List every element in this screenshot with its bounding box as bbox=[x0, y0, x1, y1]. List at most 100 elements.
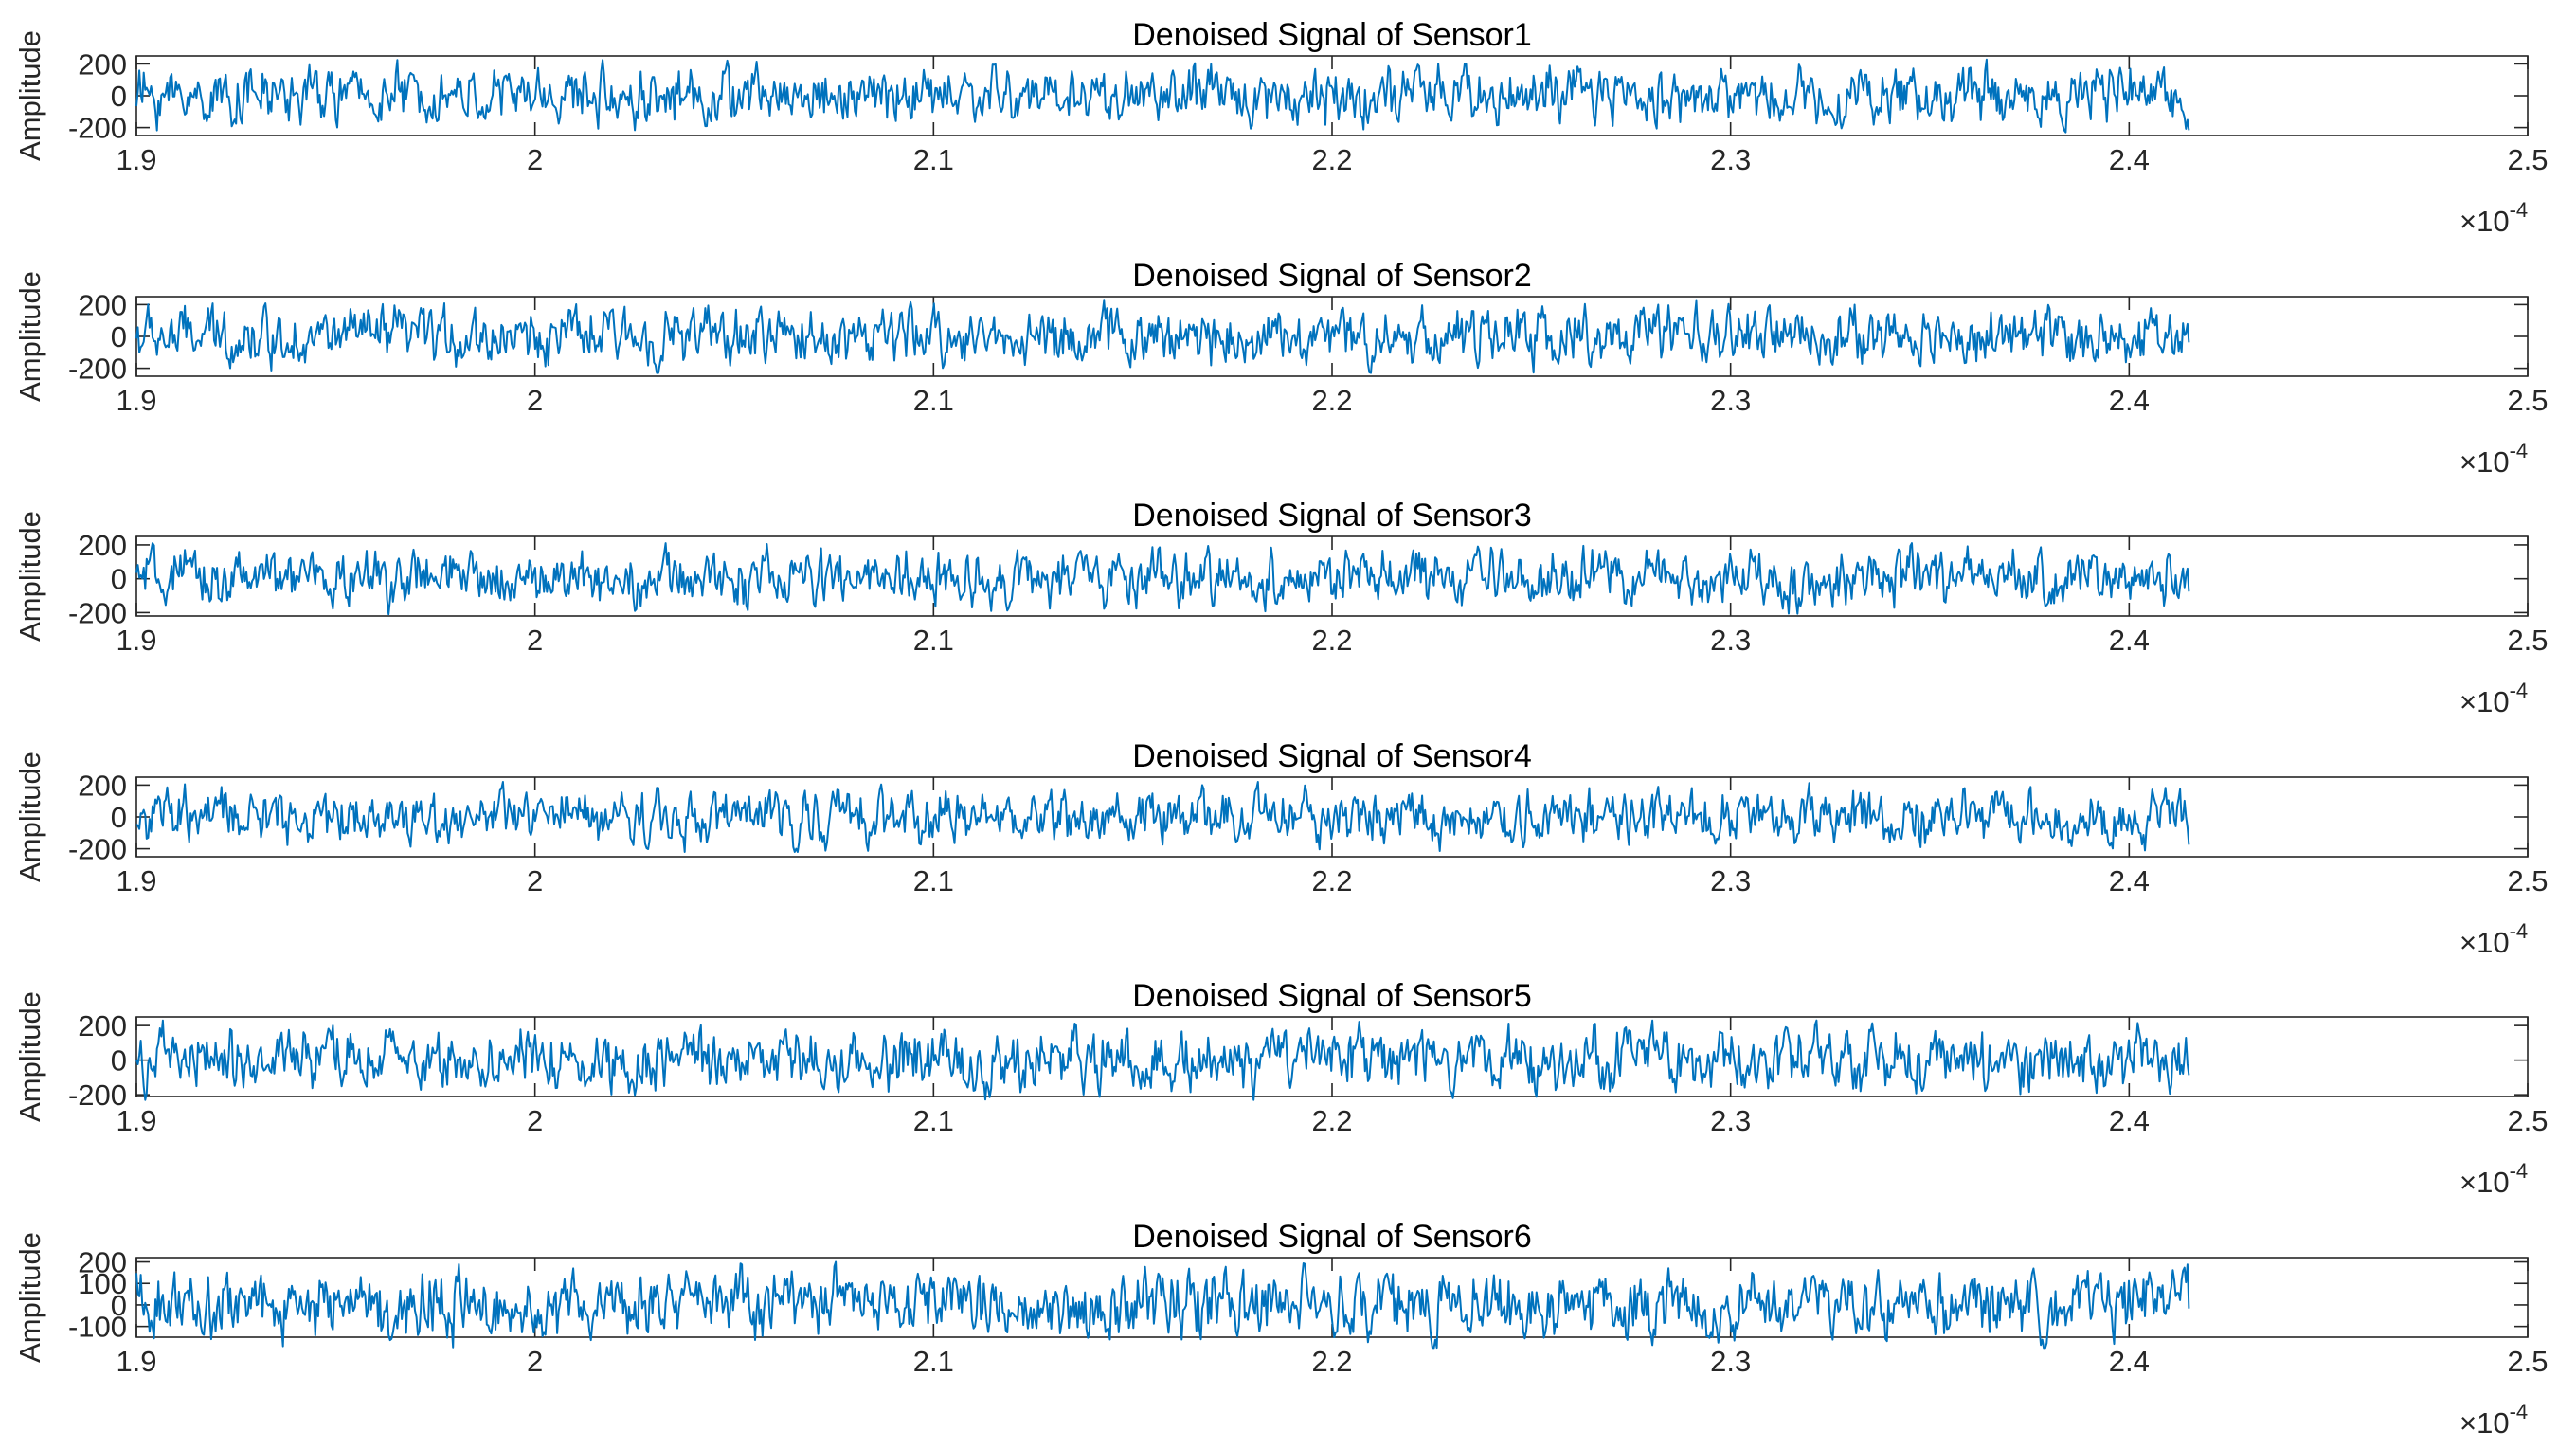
y-tick-label: 0 bbox=[111, 320, 127, 353]
y-tick-label: 200 bbox=[78, 1009, 127, 1042]
x-axis-multiplier: ×10-4 bbox=[2459, 919, 2528, 959]
signal-line-sensor2 bbox=[135, 299, 2190, 374]
x-tick-label: 2.2 bbox=[1311, 624, 1352, 657]
x-tick-label: 2 bbox=[527, 143, 543, 176]
subplot-title: Denoised Signal of Sensor2 bbox=[1132, 258, 1532, 294]
y-axis-label: Amplitude bbox=[13, 30, 46, 161]
x-tick-label: 2 bbox=[527, 864, 543, 897]
x-tick-label: 2.5 bbox=[2507, 143, 2548, 176]
y-tick-label: -200 bbox=[68, 112, 127, 145]
y-axis-label: Amplitude bbox=[13, 271, 46, 402]
signal-line-sensor4 bbox=[135, 781, 2190, 853]
subplot-title: Denoised Signal of Sensor6 bbox=[1132, 1219, 1532, 1255]
x-tick-label: 2.1 bbox=[913, 1345, 954, 1378]
multiplier-base: ×10 bbox=[2459, 685, 2510, 718]
multiplier-exponent: -4 bbox=[2510, 919, 2529, 943]
x-tick-label: 2.3 bbox=[1710, 1345, 1751, 1378]
y-tick-label: 0 bbox=[111, 1289, 127, 1322]
y-tick-label: -100 bbox=[68, 1311, 127, 1344]
multiplier-exponent: -4 bbox=[2510, 1159, 2529, 1183]
x-tick-label: 2.4 bbox=[2109, 864, 2150, 897]
multiplier-base: ×10 bbox=[2459, 1406, 2510, 1440]
y-tick-label: 0 bbox=[111, 1044, 127, 1078]
x-tick-label: 1.9 bbox=[116, 1345, 156, 1378]
signal-line-sensor3 bbox=[135, 542, 2190, 616]
subplot-title: Denoised Signal of Sensor5 bbox=[1132, 978, 1532, 1014]
multiplier-base: ×10 bbox=[2459, 205, 2510, 238]
x-tick-label: 2.4 bbox=[2109, 143, 2150, 176]
x-tick-label: 1.9 bbox=[116, 143, 156, 176]
x-tick-label: 2.3 bbox=[1710, 384, 1751, 417]
x-tick-label: 2.1 bbox=[913, 1104, 954, 1137]
y-axis-label: Amplitude bbox=[13, 991, 46, 1122]
x-tick-label: 2.2 bbox=[1311, 864, 1352, 897]
x-tick-label: 2.4 bbox=[2109, 1345, 2150, 1378]
x-tick-label: 2 bbox=[527, 1104, 543, 1137]
y-tick-label: -200 bbox=[68, 1078, 127, 1112]
x-tick-label: 1.9 bbox=[116, 864, 156, 897]
y-axis-label: Amplitude bbox=[13, 1232, 46, 1363]
x-tick-label: 2.4 bbox=[2109, 624, 2150, 657]
multiplier-base: ×10 bbox=[2459, 926, 2510, 959]
x-tick-label: 2.1 bbox=[913, 864, 954, 897]
x-tick-label: 2.1 bbox=[913, 143, 954, 176]
x-tick-label: 2.4 bbox=[2109, 384, 2150, 417]
x-axis-multiplier: ×10-4 bbox=[2459, 679, 2528, 718]
signal-line-sensor1 bbox=[135, 58, 2190, 134]
x-tick-label: 2.3 bbox=[1710, 624, 1751, 657]
x-tick-label: 2 bbox=[527, 1345, 543, 1378]
subplot-title: Denoised Signal of Sensor1 bbox=[1132, 17, 1532, 53]
y-axis-label: Amplitude bbox=[13, 511, 46, 642]
x-tick-label: 2 bbox=[527, 624, 543, 657]
y-tick-label: 100 bbox=[78, 1267, 127, 1300]
x-tick-label: 2.3 bbox=[1710, 864, 1751, 897]
x-tick-label: 2 bbox=[527, 384, 543, 417]
subplot-title: Denoised Signal of Sensor3 bbox=[1132, 498, 1532, 534]
multiplier-base: ×10 bbox=[2459, 1166, 2510, 1199]
x-tick-label: 2.2 bbox=[1311, 1104, 1352, 1137]
y-tick-label: 200 bbox=[78, 529, 127, 562]
x-tick-label: 2.3 bbox=[1710, 143, 1751, 176]
y-tick-label: 0 bbox=[111, 801, 127, 834]
multiplier-exponent: -4 bbox=[2510, 439, 2529, 462]
signal-line-sensor5 bbox=[135, 1019, 2190, 1101]
x-tick-label: 2.2 bbox=[1311, 384, 1352, 417]
y-tick-label: 200 bbox=[78, 47, 127, 81]
x-tick-label: 2.3 bbox=[1710, 1104, 1751, 1137]
y-axis-label: Amplitude bbox=[13, 752, 46, 882]
x-tick-label: 2.5 bbox=[2507, 384, 2548, 417]
multiplier-exponent: -4 bbox=[2510, 679, 2529, 702]
signal-line-sensor6 bbox=[135, 1260, 2190, 1350]
x-axis-multiplier: ×10-4 bbox=[2459, 1400, 2528, 1440]
y-tick-label: 0 bbox=[111, 80, 127, 113]
multiplier-exponent: -4 bbox=[2510, 198, 2529, 222]
multiplier-base: ×10 bbox=[2459, 445, 2510, 479]
x-tick-label: 2.5 bbox=[2507, 1104, 2548, 1137]
y-tick-label: 200 bbox=[78, 1246, 127, 1279]
x-tick-label: 1.9 bbox=[116, 384, 156, 417]
multiplier-exponent: -4 bbox=[2510, 1400, 2529, 1423]
x-axis-multiplier: ×10-4 bbox=[2459, 1159, 2528, 1199]
subplot-title: Denoised Signal of Sensor4 bbox=[1132, 738, 1532, 774]
y-tick-label: 200 bbox=[78, 288, 127, 321]
x-tick-label: 1.9 bbox=[116, 1104, 156, 1137]
x-tick-label: 1.9 bbox=[116, 624, 156, 657]
y-tick-label: -200 bbox=[68, 833, 127, 866]
x-tick-label: 2.5 bbox=[2507, 1345, 2548, 1378]
x-axis-multiplier: ×10-4 bbox=[2459, 198, 2528, 238]
y-tick-label: -200 bbox=[68, 596, 127, 629]
x-tick-label: 2.2 bbox=[1311, 143, 1352, 176]
x-tick-label: 2.4 bbox=[2109, 1104, 2150, 1137]
x-axis-multiplier: ×10-4 bbox=[2459, 439, 2528, 479]
x-tick-label: 2.5 bbox=[2507, 864, 2548, 897]
x-tick-label: 2.2 bbox=[1311, 1345, 1352, 1378]
x-tick-label: 2.1 bbox=[913, 384, 954, 417]
x-tick-label: 2.5 bbox=[2507, 624, 2548, 657]
